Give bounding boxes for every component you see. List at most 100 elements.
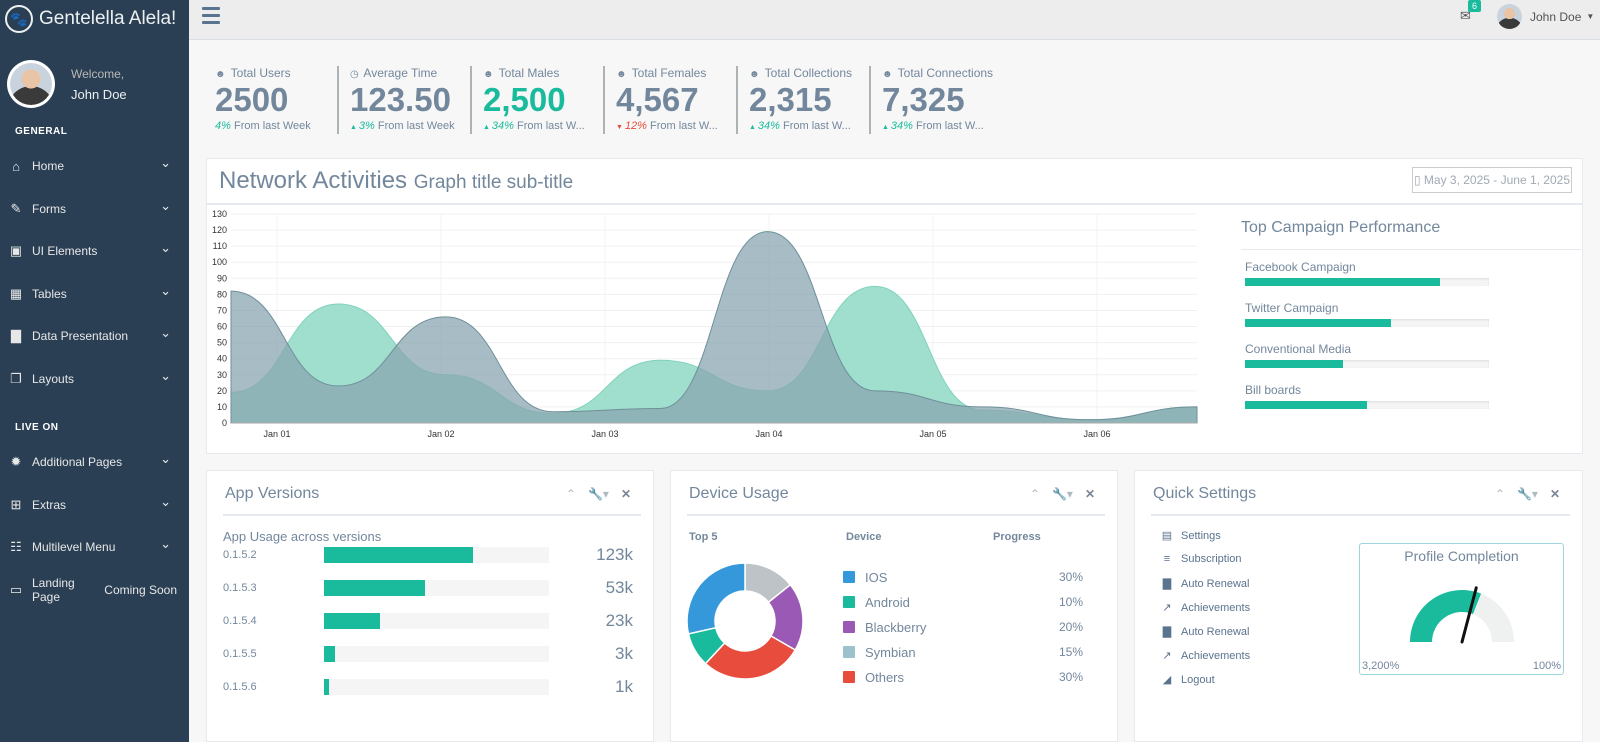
campaign-item: Conventional Media	[1245, 342, 1581, 368]
sort-asc-icon: ▲	[882, 124, 891, 131]
version-label: 0.1.5.4	[223, 615, 257, 627]
stat-count: 4,567	[616, 81, 699, 118]
quick-setting-link[interactable]: ↗ Achievements	[1160, 601, 1251, 615]
sidebar-item-multilevel-menu[interactable]: ☷ Multilevel Menu ⌄	[0, 526, 189, 569]
y-tick-label: 110	[213, 241, 227, 251]
stat-suffix: From last W...	[649, 120, 718, 132]
version-value: 53k	[605, 578, 633, 597]
quick-setting-label: Auto Renewal	[1181, 625, 1250, 638]
quick-setting-link[interactable]: ▤ Settings	[1160, 529, 1221, 543]
sidebar-item-home[interactable]: ⌂ Home ⌄	[0, 145, 189, 188]
version-row: 0.1.5.4 23k	[223, 611, 633, 630]
version-value: 1k	[615, 677, 633, 696]
y-tick-label: 100	[212, 257, 227, 267]
quick-setting-label: Achievements	[1181, 601, 1251, 614]
sort-asc-icon: ▲	[749, 124, 758, 131]
version-row: 0.1.5.5 3k	[223, 644, 633, 663]
device-percent: 30%	[1058, 570, 1083, 584]
y-tick-label: 20	[217, 386, 227, 396]
campaign-label: Facebook Campaign	[1245, 260, 1356, 274]
bar-chart-icon: ▇	[1162, 578, 1172, 590]
sidebar-item-label: Extras	[32, 497, 67, 512]
chevron-down-icon: ⌄	[160, 325, 171, 341]
device-name: Others	[865, 669, 905, 685]
gauge-min-label: 3,200%	[1362, 660, 1400, 672]
sidebar-item-layouts[interactable]: ❐ Layouts ⌄	[0, 358, 189, 401]
user-profile-dropdown[interactable]: John Doe ▼	[1497, 4, 1594, 29]
sidebar-item-ui-elements[interactable]: ▣ UI Elements ⌄	[0, 230, 189, 273]
device-name: Symbian	[865, 644, 916, 660]
quick-setting-link[interactable]: ◢ Logout	[1160, 673, 1215, 687]
version-progress-bar	[324, 547, 549, 563]
chevron-up-icon[interactable]: ⌃	[565, 487, 576, 501]
section-title: GENERAL	[15, 126, 68, 137]
gauge-fill	[1410, 590, 1482, 642]
date-range-picker[interactable]: ▯ May 3, 2025 - June 1, 2025	[1412, 167, 1572, 193]
device-name: IOS	[865, 569, 888, 585]
stat-suffix: From last W...	[915, 120, 984, 132]
x-tick-label: Jan 05	[919, 429, 946, 439]
chevron-up-icon[interactable]: ⌃	[1029, 487, 1040, 501]
desktop-icon: ▣	[9, 243, 23, 259]
col-top5: Top 5	[689, 531, 718, 543]
wrench-icon[interactable]: 🔧▾	[587, 487, 609, 501]
device-row: Others 30%	[843, 669, 1083, 685]
quick-setting-link[interactable]: ↗ Achievements	[1160, 649, 1250, 663]
chevron-up-icon[interactable]: ⌃	[1494, 487, 1505, 501]
campaign-label: Bill boards	[1245, 383, 1302, 397]
close-icon[interactable]: ✕	[1549, 487, 1560, 501]
version-label: 0.1.5.3	[223, 582, 257, 594]
bar-chart-icon: ▇	[1162, 626, 1172, 638]
wrench-icon[interactable]: 🔧▾	[1051, 487, 1073, 501]
stat-label: Total Collections	[764, 66, 853, 80]
wrench-icon[interactable]: 🔧▾	[1516, 487, 1538, 501]
version-progress-bar	[324, 613, 549, 629]
device-row: Blackberry 20%	[843, 619, 1083, 635]
calendar-icon: ▤	[1161, 530, 1173, 542]
sort-asc-icon: ▲	[350, 124, 359, 131]
laptop-icon: ▭	[9, 581, 23, 597]
menu-section-general: GENERAL ⌂ Home ⌄ ✎ Forms ⌄ ▣ UI Elements ⌄ ▦ Table…	[0, 112, 189, 400]
campaign-item: Facebook Campaign	[1245, 260, 1581, 286]
quick-setting-link[interactable]: ≡ Subscription	[1160, 553, 1242, 565]
sidebar-item-label: Tables	[32, 286, 67, 301]
campaign-progress-bar	[1245, 319, 1489, 327]
sidebar-item-tables[interactable]: ▦ Tables ⌄	[0, 273, 189, 316]
profile-quick-info: Welcome, John Doe	[0, 38, 189, 112]
close-icon[interactable]: ✕	[1084, 487, 1095, 501]
sidebar-item-additional-pages[interactable]: ✹ Additional Pages ⌄	[0, 441, 189, 484]
gauge-title: Profile Completion	[1404, 548, 1519, 564]
sidebar-item-extras[interactable]: ⊞ Extras ⌄	[0, 484, 189, 527]
square-icon	[843, 621, 855, 633]
version-value: 123k	[596, 545, 633, 564]
quick-setting-label: Auto Renewal	[1181, 577, 1250, 590]
square-icon	[843, 671, 855, 683]
y-tick-label: 10	[217, 402, 227, 412]
close-icon[interactable]: ✕	[620, 487, 631, 501]
menu-toggle-icon[interactable]	[202, 7, 220, 28]
stat-delta: 34%	[890, 120, 913, 132]
y-tick-label: 60	[217, 322, 227, 332]
quick-setting-link[interactable]: ▇ Auto Renewal	[1160, 625, 1250, 639]
stat-delta: 3%	[358, 120, 375, 132]
campaign-title: Top Campaign Performance	[1241, 219, 1581, 250]
y-tick-label: 50	[217, 338, 227, 348]
stat-count: 2,315	[749, 81, 832, 118]
brand-link[interactable]: 🐾 Gentelella Alela!	[0, 0, 189, 38]
stat-suffix: From last Week	[377, 120, 455, 132]
paw-icon: 🐾	[5, 5, 33, 33]
square-icon	[843, 596, 855, 608]
version-label: 0.1.5.6	[223, 681, 257, 693]
avatar[interactable]	[7, 60, 55, 108]
sidebar-item-label: Multilevel Menu	[32, 540, 116, 555]
sidebar-item-forms[interactable]: ✎ Forms ⌄	[0, 188, 189, 231]
version-label: 0.1.5.2	[223, 549, 257, 561]
date-range-text: May 3, 2025 - June 1, 2025	[1423, 173, 1571, 187]
sidebar-item-landing-page[interactable]: ▭ Landing Page Coming Soon	[0, 569, 189, 612]
device-name: Blackberry	[865, 619, 927, 635]
stat-count: 123.50	[350, 81, 451, 118]
quick-setting-link[interactable]: ▇ Auto Renewal	[1160, 577, 1250, 591]
sidebar-item-data-presentation[interactable]: ▇ Data Presentation ⌄	[0, 315, 189, 358]
version-progress-bar	[324, 679, 549, 695]
envelope-icon[interactable]: ✉	[1460, 8, 1471, 23]
